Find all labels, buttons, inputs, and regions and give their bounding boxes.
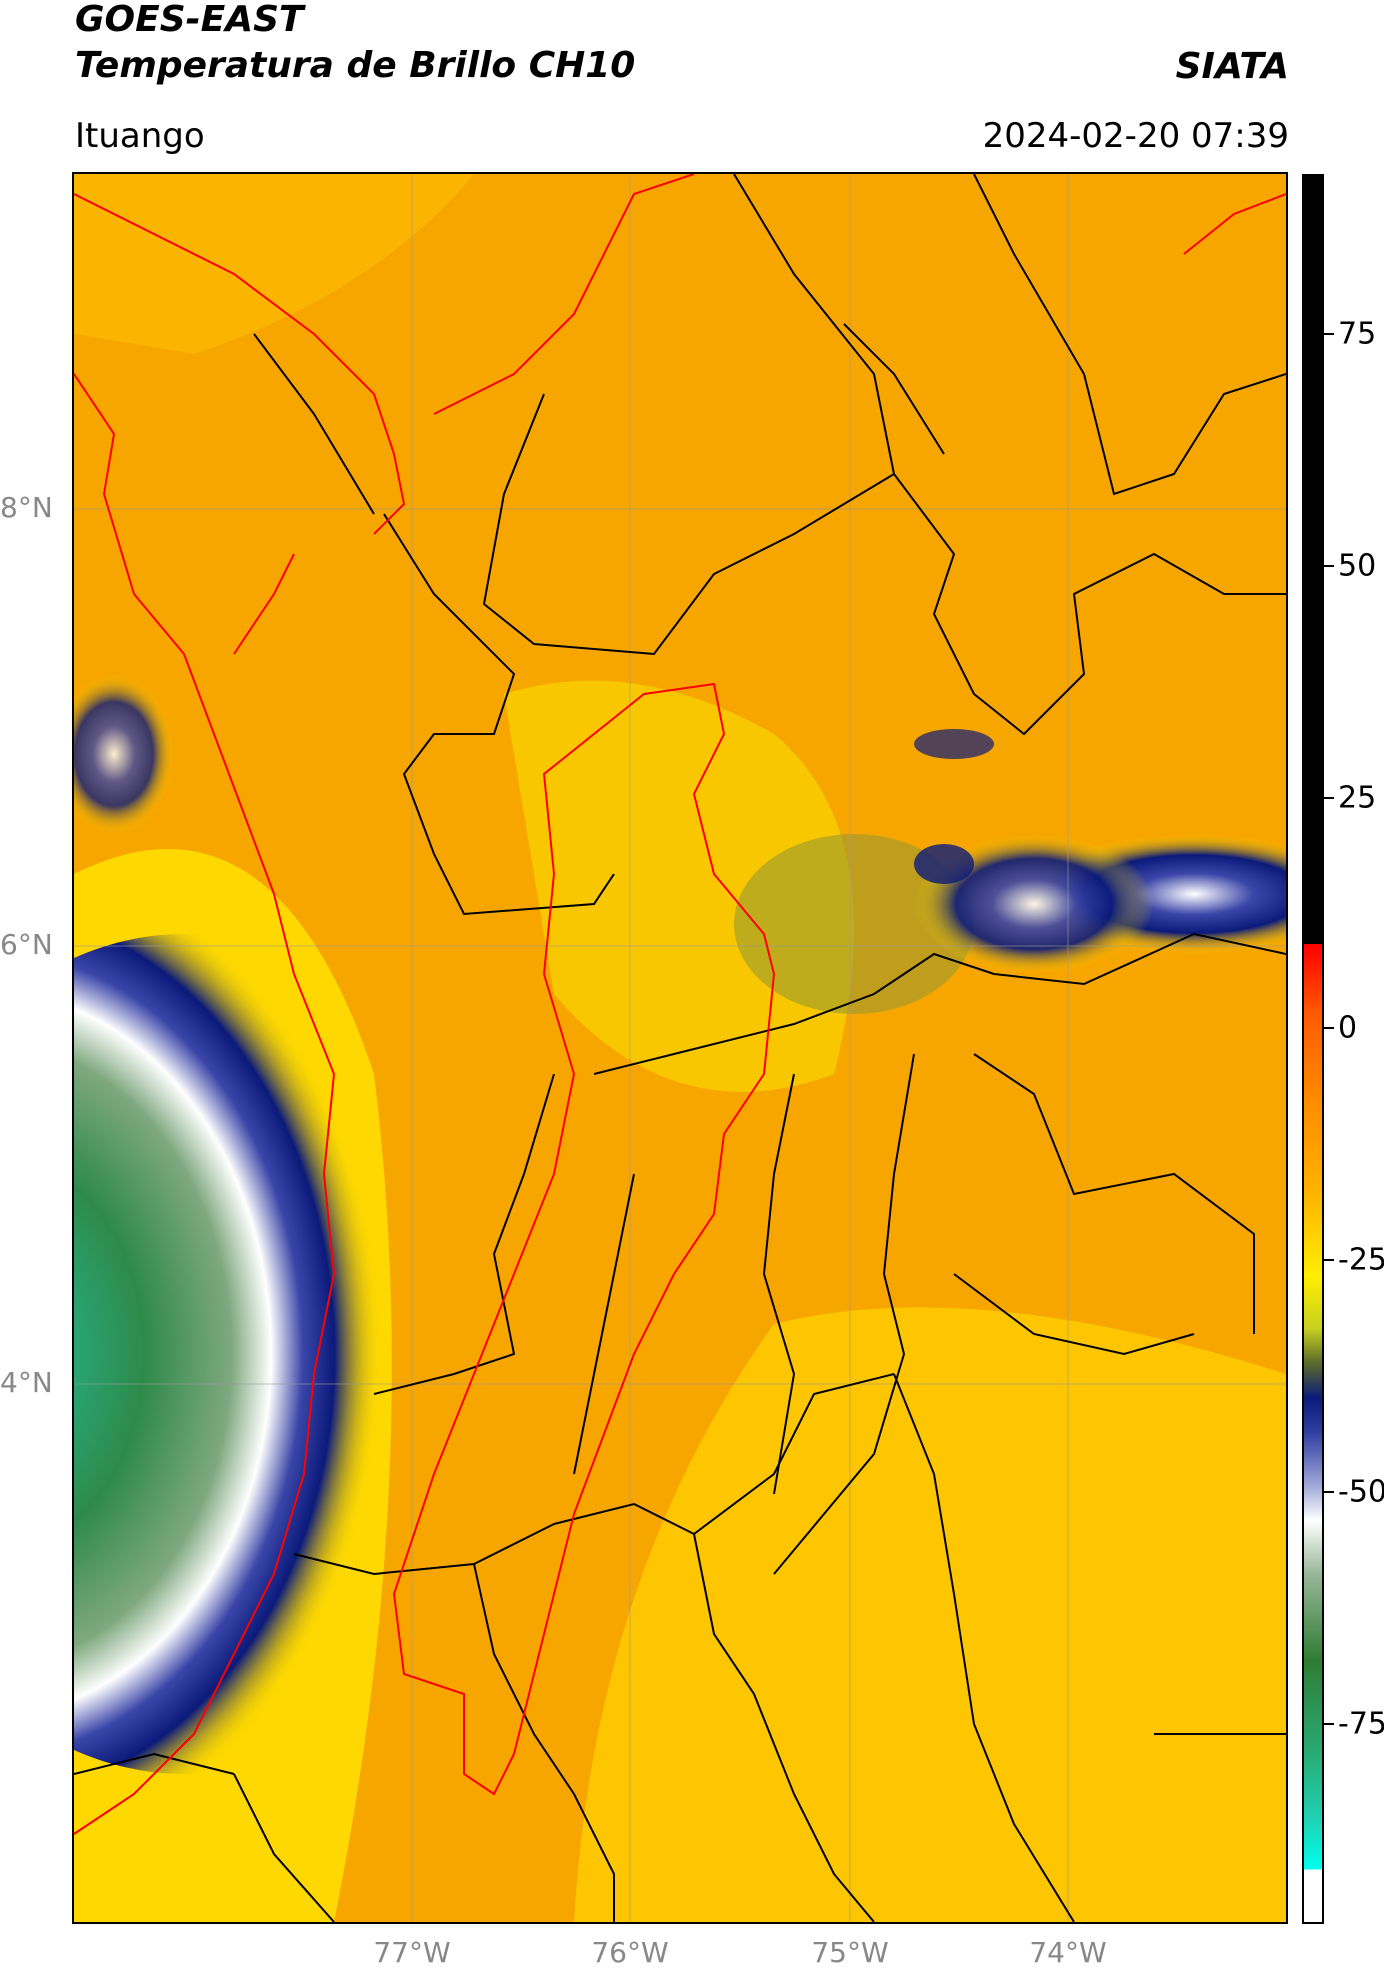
colorbar-tick-label: -75: [1338, 1706, 1384, 1742]
brand-label: SIATA: [1175, 46, 1289, 87]
lon-label: 74°W: [1029, 1936, 1107, 1969]
lat-label: 8°N: [0, 491, 53, 524]
colorbar-tick-label: 0: [1338, 1010, 1358, 1046]
map-title: GOES-EAST: [75, 0, 304, 40]
map-subtitle: Temperatura de Brillo CH10: [75, 45, 636, 86]
satellite-map[interactable]: [72, 172, 1288, 1924]
lon-label: 75°W: [811, 1936, 889, 1969]
yellow-zone-center: [504, 680, 854, 1092]
yellow-zone-south: [574, 1307, 1286, 1922]
lat-label: 4°N: [0, 1366, 53, 1399]
department-borders: [74, 174, 1286, 1922]
lon-label: 77°W: [373, 1936, 451, 1969]
location-label: Ituango: [75, 116, 205, 156]
basin-outline: [392, 682, 776, 1796]
graticule: [74, 174, 1286, 1922]
colorbar-tick-label: 25: [1338, 780, 1377, 816]
lat-label: 6°N: [0, 928, 53, 961]
colorbar-tick-label: 50: [1338, 548, 1377, 584]
colorbar-tick-label: 75: [1338, 316, 1377, 352]
coastline: [74, 174, 1286, 1835]
colorbar-tick-label: -50: [1338, 1474, 1384, 1510]
lon-label: 76°W: [591, 1936, 669, 1969]
timestamp-label: 2024-02-20 07:39: [982, 116, 1289, 156]
colorbar-tick-label: -25: [1338, 1242, 1384, 1278]
olive-zone: [734, 834, 974, 1014]
colorbar: [1302, 174, 1324, 1924]
